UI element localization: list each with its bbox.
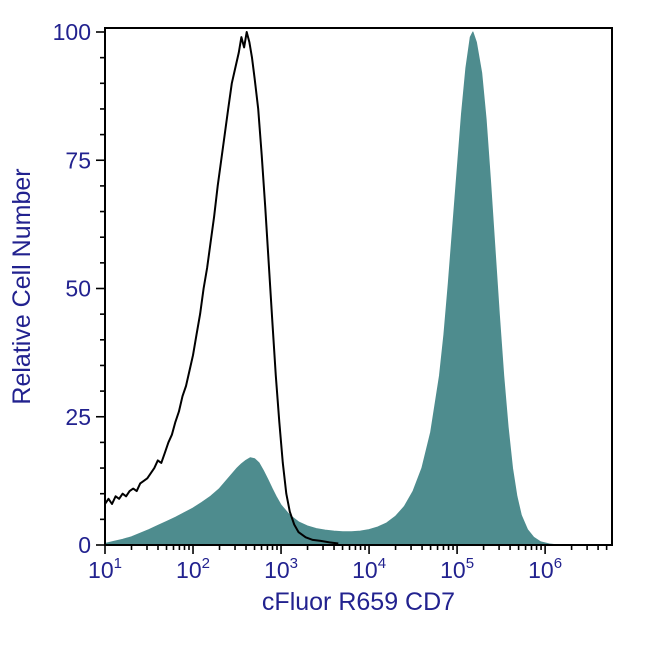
y-tick-label: 25 bbox=[65, 404, 91, 430]
x-tick-label: 106 bbox=[528, 555, 562, 583]
plot-border bbox=[104, 27, 613, 546]
x-tick-label: 102 bbox=[176, 555, 210, 583]
y-tick-label: 75 bbox=[65, 147, 91, 173]
y-axis-title: Relative Cell Number bbox=[8, 168, 36, 404]
series-layer bbox=[104, 31, 559, 546]
x-tick-label: 104 bbox=[352, 555, 386, 583]
y-tick-label: 100 bbox=[53, 19, 91, 45]
x-tick-label: 105 bbox=[440, 555, 474, 583]
x-tick-label: 103 bbox=[264, 555, 298, 583]
y-tick-label: 50 bbox=[65, 276, 91, 302]
cd7-stained-filled-histogram-path bbox=[104, 31, 559, 546]
x-tick-label: 101 bbox=[88, 555, 122, 583]
axes-layer bbox=[104, 27, 613, 546]
tick-marks bbox=[96, 31, 608, 554]
x-axis-title: cFluor R659 CD7 bbox=[262, 588, 455, 616]
unstained-control-open-histogram-path bbox=[104, 31, 339, 545]
y-tick-label: 0 bbox=[78, 532, 91, 558]
tick-labels: 101 102 103 104 105 106 0 25 50 75 100 bbox=[53, 19, 562, 583]
